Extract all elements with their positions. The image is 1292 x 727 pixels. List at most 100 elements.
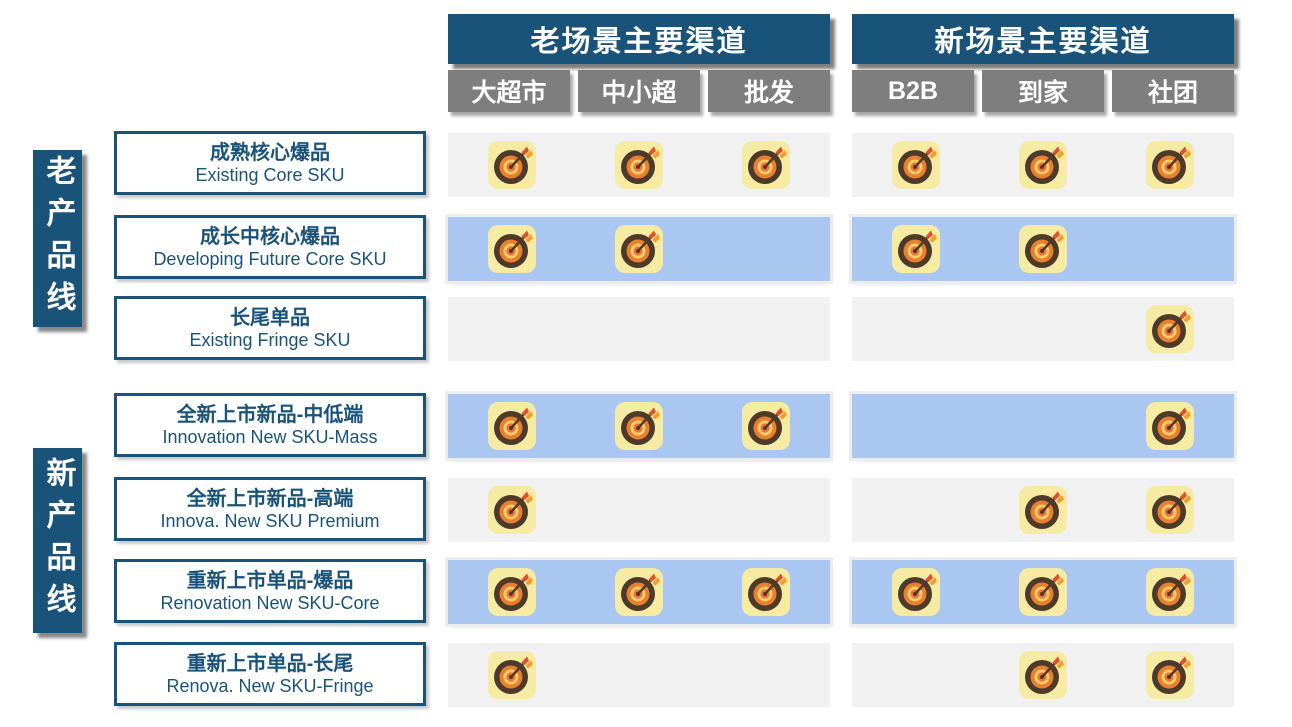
channel-band: [852, 643, 1234, 707]
target-dart-icon: [1018, 141, 1067, 189]
matrix-cell: [979, 478, 1106, 542]
target-dart-icon: [487, 568, 536, 616]
target-dart-icon: [742, 402, 791, 450]
row-label-developing-core: 成长中核心爆品 Developing Future Core SKU: [114, 215, 426, 279]
matrix-cell: [1107, 133, 1234, 197]
matrix-cell: [979, 217, 1106, 281]
row-label-zh: 成长中核心爆品: [200, 225, 340, 248]
row-label-en: Renovation New SKU-Core: [160, 592, 380, 613]
matrix-cell: [703, 478, 830, 542]
target-dart-icon: [891, 141, 940, 189]
matrix-cell: [979, 394, 1106, 458]
row-label-en: Developing Future Core SKU: [153, 248, 387, 269]
row-label-zh: 重新上市单品-爆品: [186, 569, 354, 592]
target-dart-icon: [1146, 651, 1195, 699]
matrix-cell: [1107, 643, 1234, 707]
target-dart-icon: [1018, 568, 1067, 616]
matrix-cell: [852, 478, 979, 542]
row-label-existing-core: 成熟核心爆品 Existing Core SKU: [114, 131, 426, 195]
target-dart-icon: [487, 141, 536, 189]
row-label-existing-fringe: 长尾单品 Existing Fringe SKU: [114, 296, 426, 360]
matrix-cell: [1107, 217, 1234, 281]
target-dart-icon: [1018, 651, 1067, 699]
channel-band: [448, 297, 830, 361]
target-dart-icon: [1146, 486, 1195, 534]
channel-band: [448, 217, 830, 281]
target-dart-icon: [487, 402, 536, 450]
matrix-cell: [1107, 297, 1234, 361]
row-label-en: Innova. New SKU Premium: [160, 510, 380, 531]
old-channels-group-header: 老场景主要渠道: [448, 14, 830, 64]
row-label-renovation-fringe: 重新上市单品-长尾 Renova. New SKU-Fringe: [114, 642, 426, 706]
col-header-mid-small-super: 中小超: [578, 70, 700, 112]
target-dart-icon: [1146, 402, 1195, 450]
matrix-cell: [1107, 394, 1234, 458]
target-dart-icon: [742, 141, 791, 189]
matrix-cell: [448, 217, 575, 281]
matrix-cell: [575, 643, 702, 707]
channel-band: [852, 478, 1234, 542]
matrix-cell: [448, 133, 575, 197]
matrix-cell: [575, 478, 702, 542]
matrix-cell: [703, 297, 830, 361]
matrix-cell: [703, 643, 830, 707]
row-label-en: Renova. New SKU-Fringe: [166, 675, 374, 696]
matrix-cell: [575, 560, 702, 624]
channel-band: [448, 560, 830, 624]
matrix-cell: [852, 217, 979, 281]
channel-band: [448, 478, 830, 542]
channel-band: [448, 643, 830, 707]
matrix-cell: [1107, 478, 1234, 542]
matrix-cell: [703, 560, 830, 624]
matrix-cell: [979, 297, 1106, 361]
matrix-cell: [703, 394, 830, 458]
matrix-cell: [1107, 560, 1234, 624]
channel-band: [852, 133, 1234, 197]
matrix-cell: [575, 217, 702, 281]
matrix-cell: [979, 643, 1106, 707]
row-label-en: Existing Fringe SKU: [189, 329, 351, 350]
target-dart-icon: [487, 651, 536, 699]
col-header-b2b: B2B: [852, 70, 974, 112]
row-label-zh: 重新上市单品-长尾: [186, 652, 354, 675]
target-dart-icon: [487, 486, 536, 534]
target-dart-icon: [891, 225, 940, 273]
target-dart-icon: [742, 568, 791, 616]
row-label-zh: 全新上市新品-中低端: [176, 403, 364, 426]
matrix-cell: [703, 217, 830, 281]
row-label-zh: 长尾单品: [230, 306, 310, 329]
target-dart-icon: [614, 141, 663, 189]
matrix-cell: [852, 133, 979, 197]
matrix-cell: [575, 394, 702, 458]
target-dart-icon: [1146, 568, 1195, 616]
matrix-cell: [852, 297, 979, 361]
channel-band: [852, 217, 1234, 281]
matrix-cell: [448, 478, 575, 542]
matrix-cell: [448, 643, 575, 707]
row-label-new-sku-premium: 全新上市新品-高端 Innova. New SKU Premium: [114, 477, 426, 541]
row-label-zh: 全新上市新品-高端: [186, 487, 354, 510]
matrix-cell: [979, 560, 1106, 624]
row-label-en: Existing Core SKU: [195, 164, 345, 185]
channel-band: [852, 394, 1234, 458]
matrix-cell: [448, 297, 575, 361]
target-dart-icon: [1146, 305, 1195, 353]
target-dart-icon: [614, 568, 663, 616]
channel-band: [852, 297, 1234, 361]
new-channels-group-header: 新场景主要渠道: [852, 14, 1234, 64]
row-label-renovation-core: 重新上市单品-爆品 Renovation New SKU-Core: [114, 559, 426, 623]
matrix-cell: [852, 643, 979, 707]
matrix-cell: [448, 560, 575, 624]
matrix-cell: [852, 560, 979, 624]
channel-band: [852, 560, 1234, 624]
target-dart-icon: [614, 225, 663, 273]
matrix-cell: [448, 394, 575, 458]
matrix-cell: [575, 297, 702, 361]
matrix-cell: [979, 133, 1106, 197]
target-dart-icon: [1018, 225, 1067, 273]
old-product-line-label: 老产品线: [33, 150, 82, 327]
col-header-community-group: 社团: [1112, 70, 1234, 112]
matrix-cell: [575, 133, 702, 197]
row-label-en: Innovation New SKU-Mass: [162, 426, 378, 447]
